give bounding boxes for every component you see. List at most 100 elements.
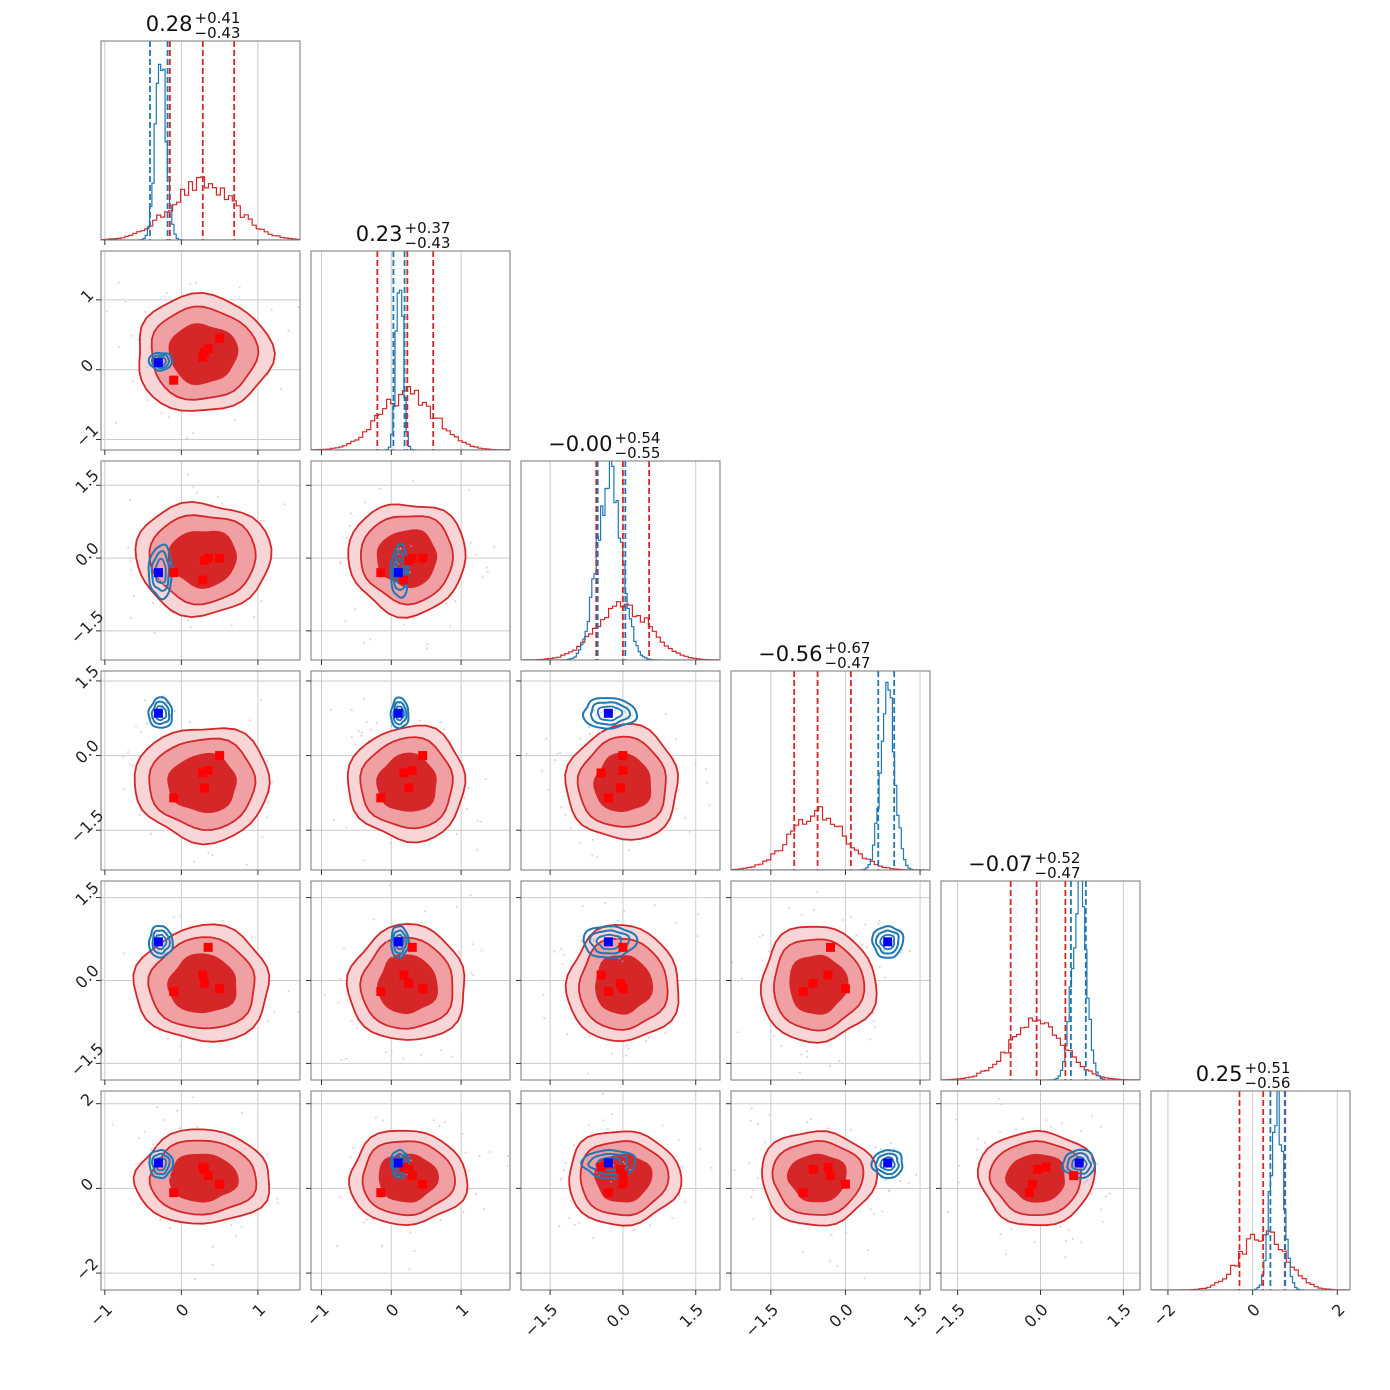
red-sample [135,725,137,728]
blue-sample [391,955,394,958]
red-sample [863,1277,866,1280]
title-value: 0.23 [356,222,403,246]
blue-sample [401,1147,404,1149]
red-sample [345,1057,348,1060]
red-sample [207,851,210,854]
blue-sample [877,922,880,925]
panel-3-2 [516,670,721,875]
red-sample [467,786,470,789]
red-sample [674,738,677,741]
red-sample [592,1237,595,1240]
red-sample [710,1166,713,1169]
red-sample [136,1162,139,1165]
blue-sample [909,950,911,953]
blue-contour-outer [389,1148,410,1180]
red-sample [440,1049,443,1052]
red-marker [399,768,409,778]
red-sample [800,1053,803,1056]
red-contour-inner [789,954,849,1015]
red-sample [131,764,134,767]
red-sample [525,753,528,755]
red-sample [947,1210,949,1213]
x-tick-label: −1 [86,1300,116,1330]
blue-sample [593,709,595,711]
blue-contour-inner [596,705,624,722]
blue-sample [581,940,583,942]
red-sample [830,1233,833,1236]
red-sample [266,1020,269,1023]
red-sample [124,300,127,303]
red-sample [132,380,135,383]
red-marker [808,1164,818,1174]
red-sample [374,1116,377,1119]
red-sample [588,1035,591,1038]
red-sample [270,308,273,311]
red-sample [297,306,300,309]
y-tick-label: 0 [77,1174,98,1195]
red-marker [618,1179,628,1189]
blue-sample [174,710,176,712]
red-sample [622,721,625,724]
red-sample [813,909,816,911]
red-sample [409,1231,412,1234]
blue-sample [626,705,629,708]
blue-contour-middle [589,701,631,726]
red-sample [541,979,544,982]
red-sample [346,537,349,539]
red-sample [975,1149,978,1152]
x-tick-label: 1.5 [900,1300,931,1331]
red-sample [780,1045,783,1047]
blue-sample [593,938,595,941]
red-sample [455,905,458,908]
blue-sample [398,1145,401,1147]
red-sample [470,541,473,544]
red-sample [563,1168,565,1171]
red-sample [623,909,626,912]
red-sample [218,1042,221,1045]
red-sample [195,282,198,284]
red-sample [661,1124,664,1127]
red-sample [558,1224,561,1227]
y-tick-label: 0.0 [71,538,102,569]
param-title-4: −0.07 +0.52−0.47 [968,849,1080,882]
panel-4-2 [516,880,721,1085]
blue-sample [403,1149,406,1151]
red-sample [287,329,290,332]
red-sample [282,877,284,879]
x-tick-label: 1 [249,1300,270,1321]
red-sample [787,906,790,909]
red-sample [845,1232,847,1235]
red-sample [240,1226,243,1229]
param-title-5: 0.25 +0.51−0.56 [1196,1059,1291,1092]
red-marker [203,553,213,563]
red-sample [611,1113,614,1116]
blue-sample [613,943,616,946]
blue-contour-middle [1066,1152,1093,1175]
red-sample [445,602,448,605]
blue-marker [393,708,403,718]
red-sample [301,1069,303,1071]
title-value: 0.28 [146,12,193,36]
red-sample [467,1169,470,1172]
x-tick-label: 1 [452,1300,473,1321]
red-sample [559,752,562,755]
blue-sample [143,699,146,702]
red-sample [139,730,142,733]
red-sample [761,934,764,937]
x-tick-label: 1.5 [1103,1300,1134,1331]
panel-frame [100,670,301,871]
red-marker [603,1188,613,1198]
red-sample [881,1210,884,1213]
red-sample [806,1121,809,1123]
red-sample [478,1154,481,1157]
blue-marker [153,708,163,718]
red-sample [468,1187,471,1190]
red-sample [128,762,131,765]
red-sample [271,780,274,783]
blue-sample [641,1153,644,1156]
red-sample [187,473,189,476]
blue-sample [893,933,896,936]
blue-sample [599,731,602,734]
blue-sample [592,940,595,943]
red-sample [164,701,167,704]
